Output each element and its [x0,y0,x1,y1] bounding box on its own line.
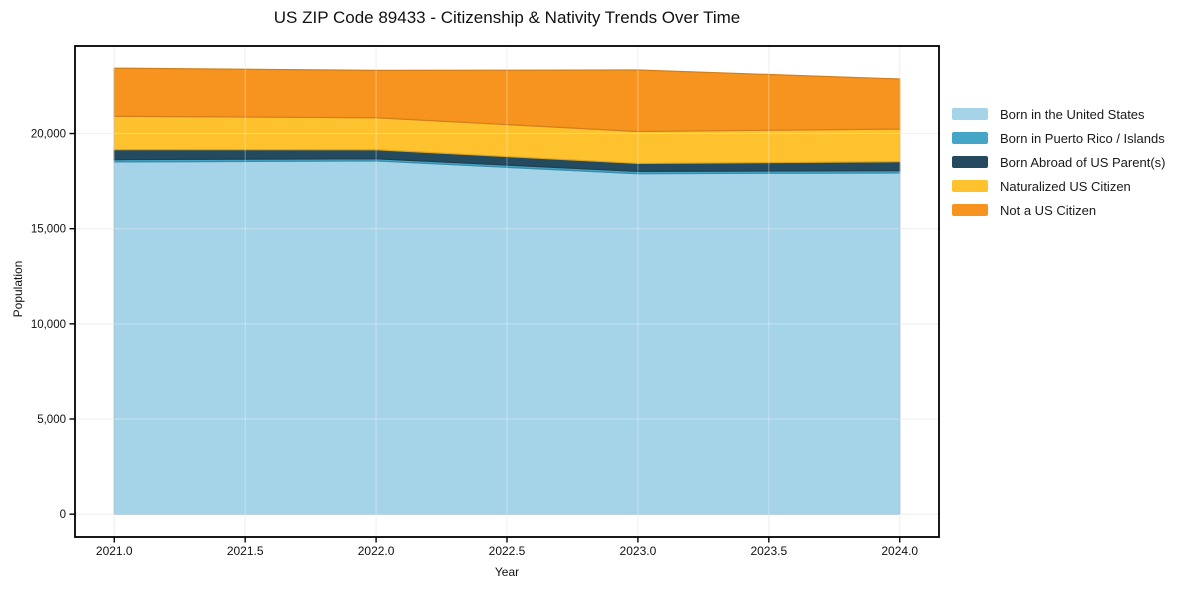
x-tick-label: 2021.0 [96,544,133,558]
area-series-4 [113,67,901,133]
legend-label: Born in the United States [1000,106,1145,122]
y-tick-label: 0 [60,509,66,521]
legend-label: Born Abroad of US Parent(s) [1000,154,1166,170]
chart-title: US ZIP Code 89433 - Citizenship & Nativi… [273,8,741,27]
legend-swatch-icon [952,180,988,192]
legend-item-1: Born in Puerto Rico / Islands [952,130,1165,146]
y-axis-label: Population [11,260,25,318]
y-tick-label: 20,000 [31,129,66,141]
legend-swatch-icon [952,108,988,120]
legend-item-3: Naturalized US Citizen [952,178,1165,194]
legend-item-0: Born in the United States [952,106,1165,122]
y-tick-label: 15,000 [31,224,66,236]
x-tick-label: 2023.0 [620,544,657,558]
legend-swatch-icon [952,132,988,144]
legend-item-4: Not a US Citizen [952,202,1165,218]
x-tick-label: 2021.5 [227,544,264,558]
legend-label: Naturalized US Citizen [1000,178,1131,194]
legend: Born in the United States Born in Puerto … [952,106,1166,218]
legend-swatch-icon [952,156,988,168]
x-tick-label: 2024.0 [881,544,918,558]
y-tick-label: 5,000 [37,414,66,426]
y-tick-label: 10,000 [31,319,66,331]
legend-item-2: Born Abroad of US Parent(s) [952,154,1166,170]
x-axis-label: Year [494,565,520,579]
legend-label: Not a US Citizen [1000,202,1097,218]
legend-swatch-icon [952,204,988,216]
x-tick-label: 2023.5 [750,544,787,558]
x-tick-label: 2022.5 [489,544,526,558]
x-tick-label: 2022.0 [358,544,395,558]
legend-label: Born in Puerto Rico / Islands [1000,130,1165,146]
